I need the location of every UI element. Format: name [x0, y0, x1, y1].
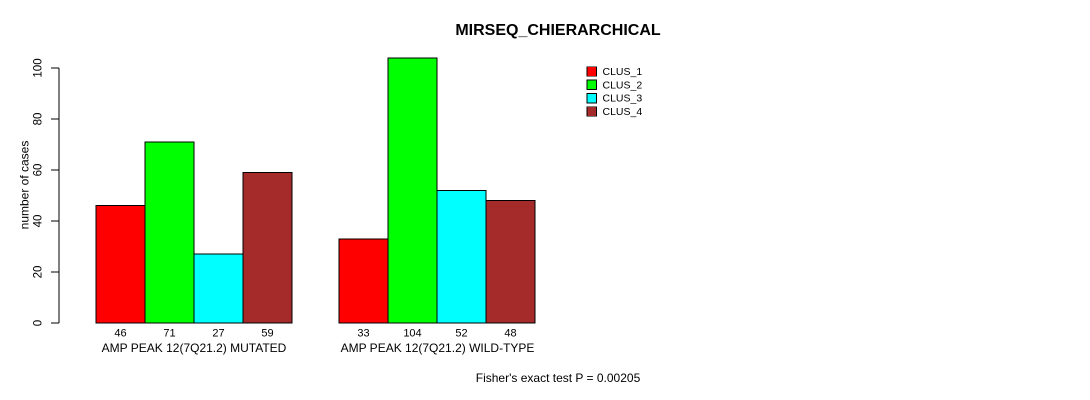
- bar-value-label: 48: [504, 328, 516, 340]
- bar-value-label: 27: [212, 328, 224, 340]
- legend-label: CLUS_1: [603, 66, 643, 78]
- bar-clus_3: [436, 189, 487, 324]
- legend-item: CLUS_1: [586, 66, 643, 78]
- bar-value-label: 104: [403, 328, 421, 340]
- legend-label: CLUS_3: [603, 93, 643, 105]
- group-label-mutated: AMP PEAK 12(7Q21.2) MUTATED: [102, 341, 287, 355]
- legend-swatch-clus_3: [586, 93, 597, 104]
- bar-value-label: 52: [455, 328, 467, 340]
- y-tick-label: 60: [33, 164, 45, 177]
- y-axis: 0 20 40 60 80 100: [33, 58, 60, 326]
- bar-value-label: 71: [163, 328, 175, 340]
- bar-value-label: 59: [261, 328, 273, 340]
- y-tick-label: 80: [33, 113, 45, 126]
- fisher-test-annotation: Fisher's exact test P = 0.00205: [476, 371, 641, 385]
- y-axis-label: number of cases: [18, 141, 32, 230]
- bar-value-label: 46: [114, 328, 126, 340]
- y-tick-label: 40: [33, 215, 45, 228]
- legend-swatch-clus_2: [586, 79, 597, 90]
- bar-clus_1: [338, 238, 389, 324]
- legend-item: CLUS_2: [586, 79, 643, 91]
- legend-swatch-clus_4: [586, 106, 597, 117]
- bar-groups: 46 71 27 59 33 104 52 48: [95, 57, 536, 340]
- legend-swatch-clus_1: [586, 66, 597, 77]
- bar-clus_4: [242, 172, 293, 324]
- bar-group: 46 71 27 59: [95, 141, 293, 340]
- bar-clus_3: [193, 253, 244, 324]
- chart-title: MIRSEQ_CHIERARCHICAL: [455, 22, 661, 39]
- bar-clus_2: [387, 57, 438, 324]
- bar-group: 33 104 52 48: [338, 57, 536, 340]
- bar-clus_4: [485, 200, 536, 324]
- y-tick-label: 100: [33, 58, 45, 77]
- legend-label: CLUS_4: [603, 106, 643, 118]
- bar-value-label: 33: [357, 328, 369, 340]
- group-label-wildtype: AMP PEAK 12(7Q21.2) WILD-TYPE: [341, 341, 535, 355]
- y-tick-label: 20: [33, 266, 45, 279]
- legend-item: CLUS_4: [586, 106, 643, 118]
- legend-label: CLUS_2: [603, 79, 643, 91]
- bar-clus_1: [95, 205, 146, 324]
- legend-item: CLUS_3: [586, 93, 643, 105]
- y-tick-label: 0: [33, 320, 45, 326]
- bar-clus_2: [144, 141, 195, 324]
